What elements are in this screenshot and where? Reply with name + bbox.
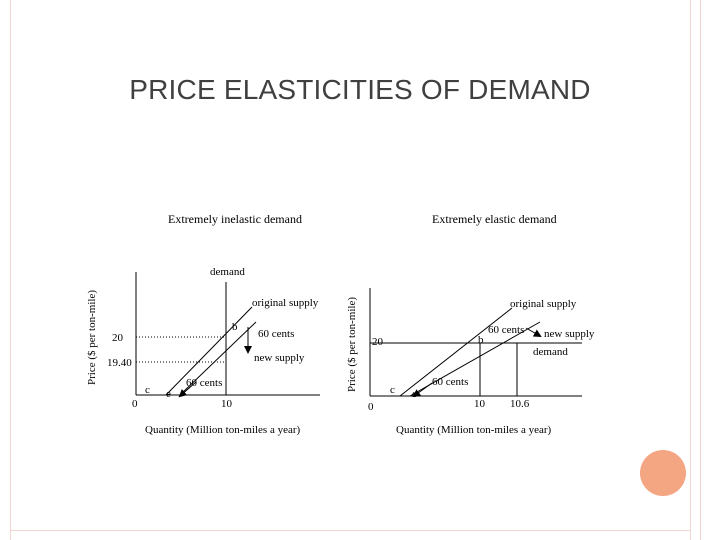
right-shift-arrow-bottom	[412, 382, 433, 398]
right-new-supply-label: new supply	[544, 328, 595, 340]
frame-bottom-line	[10, 530, 691, 531]
left-x-axis-label: Quantity (Million ton-miles a year)	[145, 424, 301, 436]
slide-title: PRICE ELASTICITIES OF DEMAND	[129, 74, 591, 105]
left-sixty-cents-bottom-label: 60 cents	[186, 377, 223, 389]
left-y-axis-label: Price ($ per ton-mile)	[86, 290, 98, 385]
right-sixty-cents-bottom-label: 60 cents	[432, 376, 469, 388]
decorative-circle	[640, 450, 686, 496]
right-shift-arrow-top	[525, 327, 542, 337]
right-sixty-cents-top-label: 60 cents	[488, 324, 525, 336]
left-demand-label: demand	[210, 266, 245, 278]
left-new-supply-curve	[179, 321, 257, 396]
frame-right-line-2	[700, 0, 701, 540]
right-point-b-label: b	[478, 334, 484, 346]
frame-right-line-1	[690, 0, 691, 540]
right-panel-title: Extremely elastic demand	[432, 212, 557, 226]
left-tick-19-40-label: 19.40	[107, 357, 132, 369]
left-sixty-cents-top-label: 60 cents	[258, 328, 295, 340]
left-graph	[135, 272, 320, 398]
right-point-c-label: c	[390, 384, 395, 396]
right-tick-10-label: 10	[474, 398, 485, 410]
left-point-e-label: e	[166, 388, 171, 400]
left-original-supply-label: original supply	[252, 297, 319, 309]
right-graph	[369, 288, 582, 398]
right-demand-label: demand	[533, 346, 568, 358]
left-tick-20-label: 20	[112, 332, 123, 344]
left-new-supply-label: new supply	[254, 352, 305, 364]
right-point-e-label: e	[412, 388, 417, 400]
right-tick-20-label: 20	[372, 336, 383, 348]
left-original-supply-curve	[165, 306, 253, 396]
left-tick-10-label: 10	[221, 398, 232, 410]
left-point-c-label: c	[145, 384, 150, 396]
right-original-supply-label: original supply	[510, 298, 577, 310]
left-tick-0-label: 0	[132, 398, 138, 410]
right-original-supply-curve	[399, 307, 513, 397]
right-y-axis-label: Price ($ per ton-mile)	[346, 297, 358, 392]
right-tick-10-6-label: 10.6	[510, 398, 530, 410]
left-shift-arrow-bottom	[178, 381, 197, 398]
right-x-axis-label: Quantity (Million ton-miles a year)	[396, 424, 552, 436]
left-point-b-label: b	[232, 321, 238, 333]
left-panel-title: Extremely inelastic demand	[168, 212, 302, 226]
right-tick-0-label: 0	[368, 401, 374, 413]
frame-left-line	[10, 0, 11, 540]
